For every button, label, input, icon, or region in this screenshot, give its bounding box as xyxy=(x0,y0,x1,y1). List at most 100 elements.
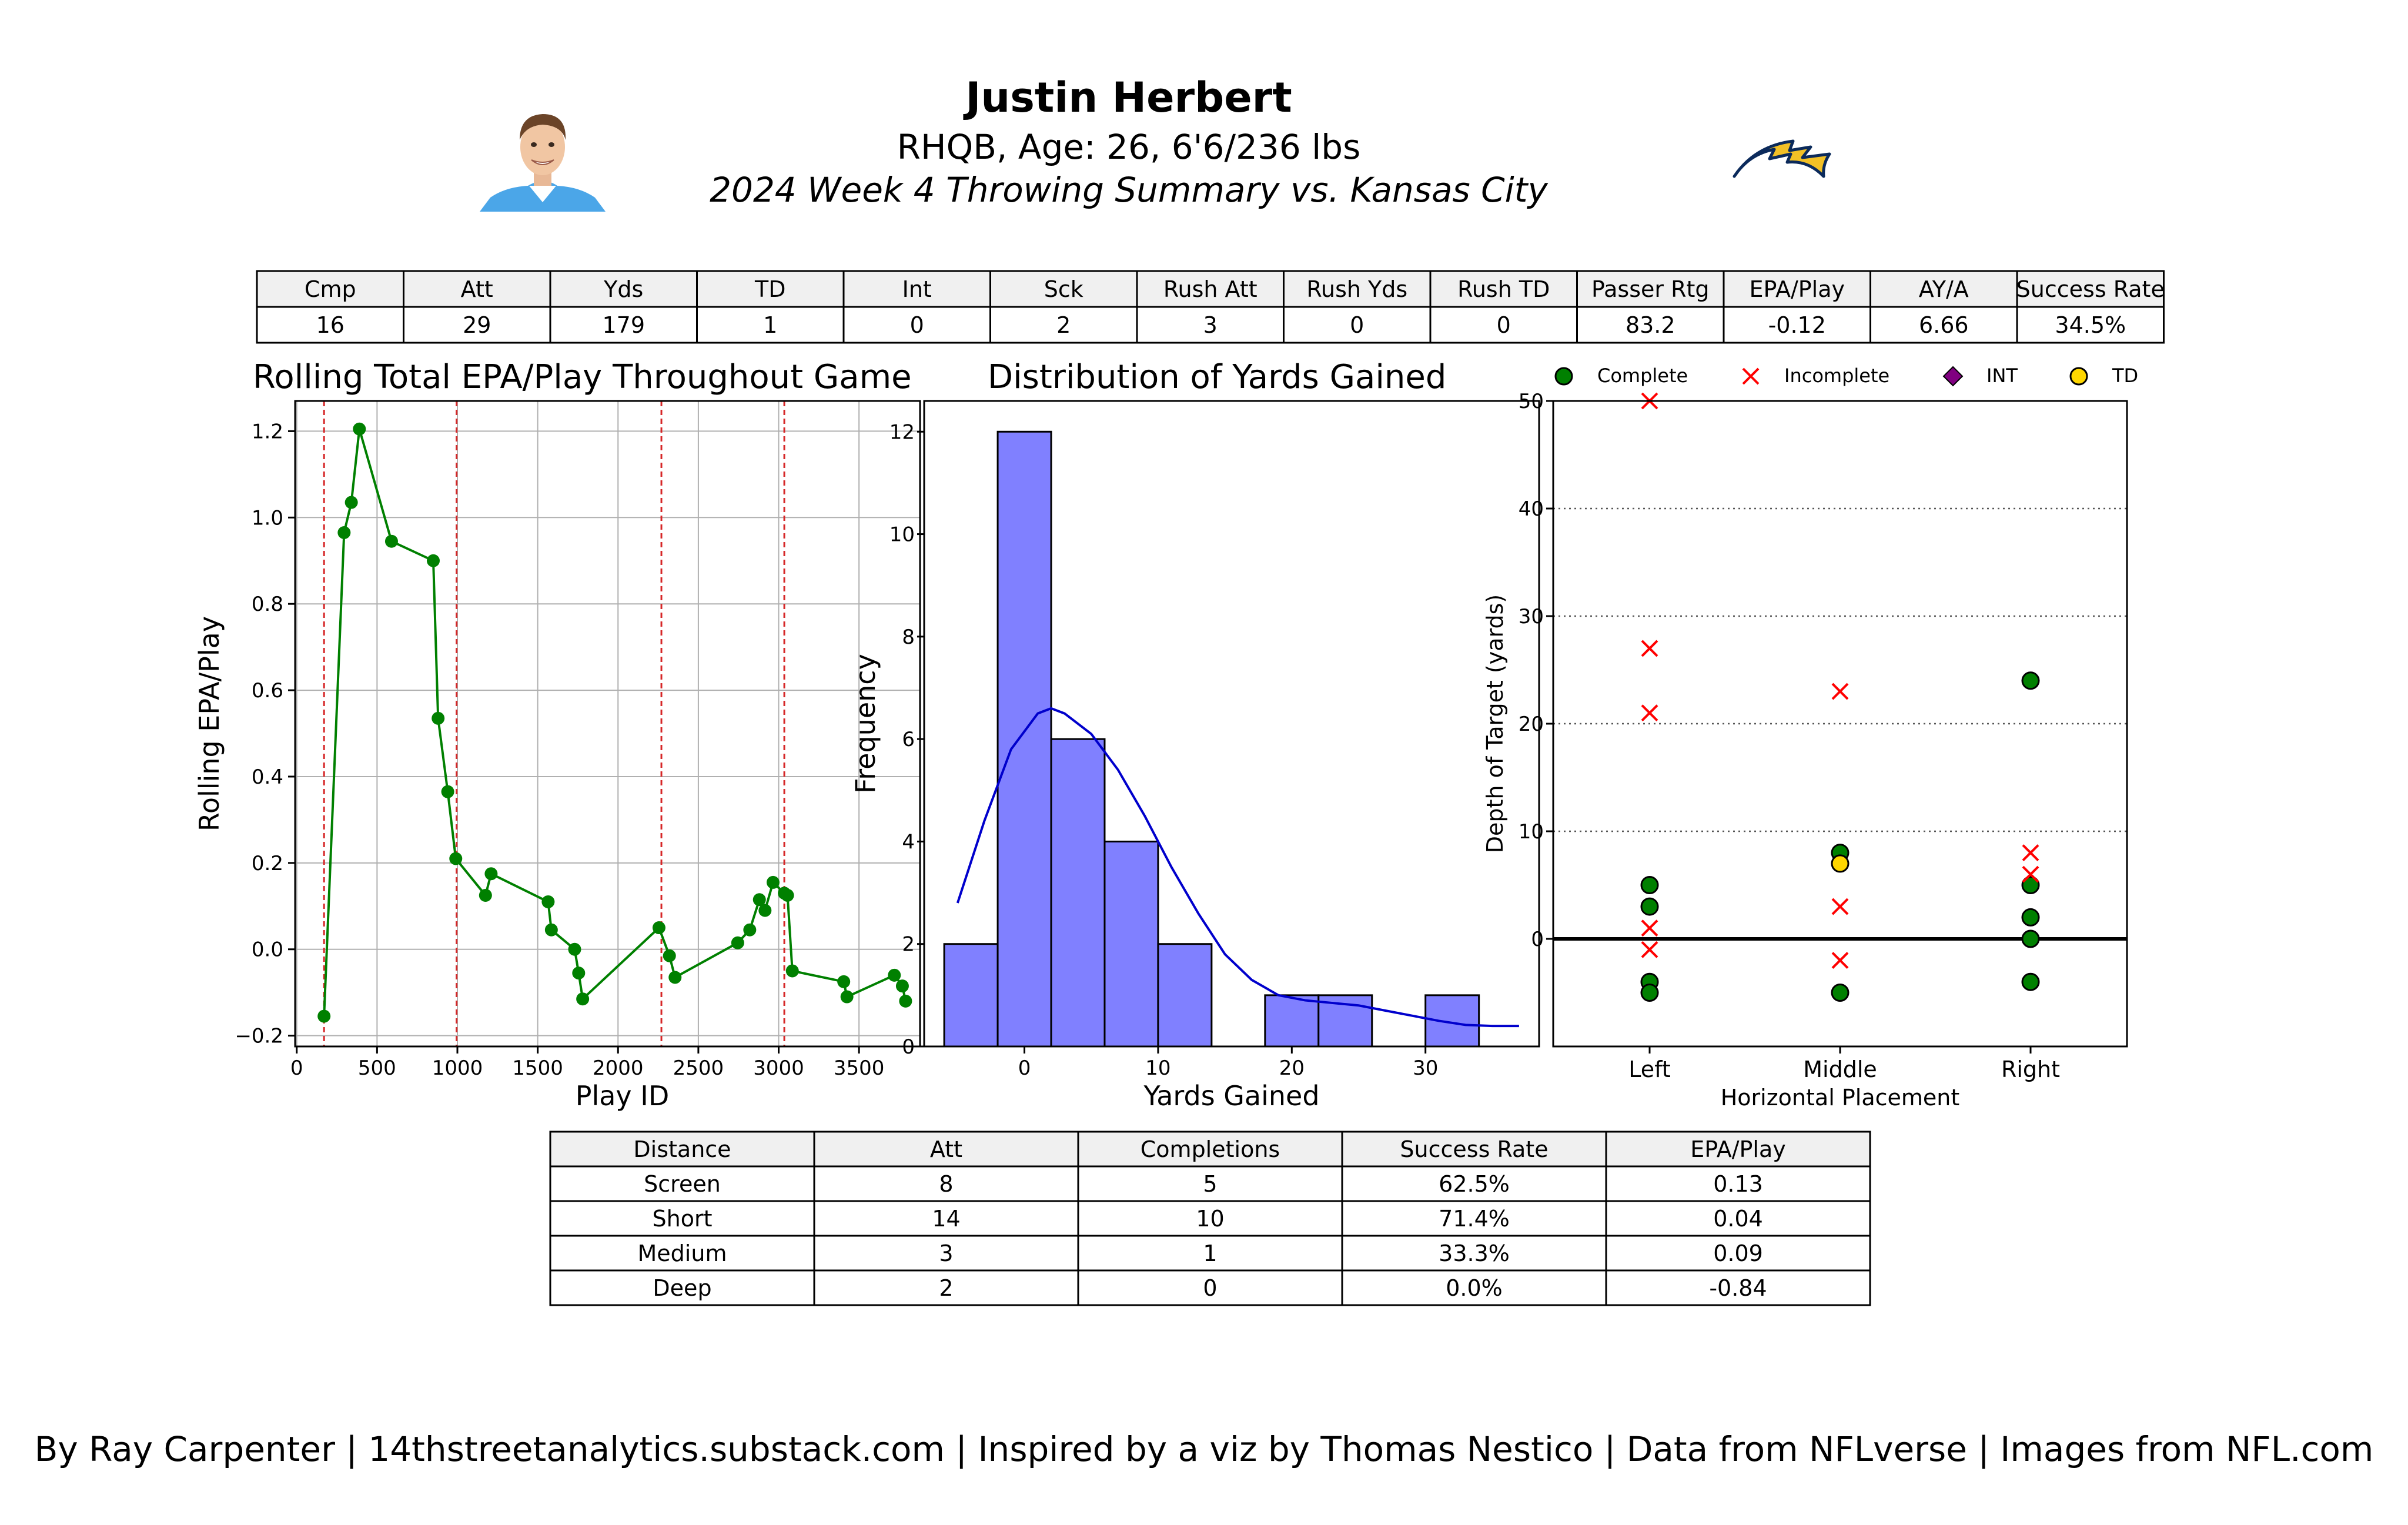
distance-cell xyxy=(1605,1235,1871,1272)
distance-cell xyxy=(549,1165,815,1202)
depth-x-axis-label: Horizontal Placement xyxy=(1721,1085,1960,1111)
stats-value-cell xyxy=(1723,306,1871,344)
stats-header-label: TD xyxy=(754,276,785,302)
legend-marker-complete xyxy=(1554,367,1573,386)
rolling-epa-chart: 0 500 1000 1500 2000 2500 3000 3500 −0.2 0.0 0.2 0.… xyxy=(193,358,921,1112)
stats-value: 0 xyxy=(1497,312,1511,338)
legend-marker-int xyxy=(1942,366,1964,387)
epa-point xyxy=(781,888,794,902)
stats-header-cell xyxy=(1869,270,2018,308)
distance-cell xyxy=(1605,1269,1871,1306)
epa-point xyxy=(895,979,909,993)
distance-cell xyxy=(1605,1165,1871,1202)
game-summary: 2024 Week 4 Throwing Summary vs. Kansas … xyxy=(710,170,1548,210)
stats-value: 179 xyxy=(602,312,645,338)
stats-header-label: Sck xyxy=(1044,276,1083,302)
epa-xtick-label: 1500 xyxy=(512,1056,563,1080)
team-logo xyxy=(1733,139,1831,178)
epa-point xyxy=(353,422,366,436)
epa-point xyxy=(766,875,780,889)
yards-x-axis-label: Yards Gained xyxy=(1143,1080,1319,1112)
stats-header-label: Rush TD xyxy=(1457,276,1550,302)
complete-marker xyxy=(1640,984,1659,1002)
epa-point xyxy=(731,936,744,949)
epa-ytick-label: 0.4 xyxy=(252,765,283,789)
yards-xtick-label: 10 xyxy=(1145,1056,1170,1080)
yards-chart-title: Distribution of Yards Gained xyxy=(988,358,1446,396)
epa-chart-title: Rolling Total EPA/Play Throughout Game xyxy=(253,358,912,396)
complete-marker xyxy=(2021,929,2040,948)
depth-ytick-label: 10 xyxy=(1519,820,1544,844)
distance-cell-value: 2 xyxy=(939,1275,953,1301)
epa-point xyxy=(743,923,757,937)
epa-y-axis-label: Rolling EPA/Play xyxy=(193,616,225,831)
distance-cell xyxy=(549,1235,815,1272)
yards-ytick-label: 4 xyxy=(902,830,915,854)
player-name: Justin Herbert xyxy=(963,73,1292,122)
epa-point xyxy=(345,496,358,509)
complete-marker xyxy=(2021,876,2040,894)
epa-xtick-label: 3000 xyxy=(753,1056,804,1080)
epa-point xyxy=(432,711,445,725)
epa-point xyxy=(568,942,581,956)
epa-point xyxy=(541,895,555,908)
header: Justin Herbert RHQB, Age: 26, 6'6/236 lb… xyxy=(710,73,1548,210)
distance-cell-value: 5 xyxy=(1203,1171,1217,1197)
depth-xtick-label: Left xyxy=(1628,1056,1671,1082)
epa-ytick-label: −0.2 xyxy=(235,1025,283,1048)
stats-header-label: Rush Att xyxy=(1163,276,1257,302)
distance-header-label: Success Rate xyxy=(1400,1136,1548,1162)
depth-ytick-label: 40 xyxy=(1519,497,1544,521)
epa-point xyxy=(837,975,851,988)
legend-label-td: TD xyxy=(2112,364,2138,387)
epa-series-line xyxy=(323,429,907,1016)
stats-value-cell xyxy=(1136,306,1285,344)
distance-cell-value: 10 xyxy=(1196,1206,1224,1232)
epa-point xyxy=(479,888,492,902)
epa-point xyxy=(337,526,351,540)
complete-marker xyxy=(2021,908,2040,927)
distance-cell-value: Screen xyxy=(644,1171,721,1197)
distance-cell-value: Short xyxy=(653,1206,713,1232)
distance-cell xyxy=(1341,1235,1607,1272)
histogram-bar xyxy=(996,430,1052,1048)
depth-xtick-label: Middle xyxy=(1803,1056,1877,1082)
histogram-bar xyxy=(943,943,999,1048)
epa-ytick-label: 1.0 xyxy=(252,506,283,530)
incomplete-marker xyxy=(2022,865,2039,883)
stats-header-label: Att xyxy=(461,276,493,302)
stats-value: 34.5% xyxy=(2055,312,2126,338)
epa-ytick-label: 1.2 xyxy=(252,420,283,443)
stats-header-label: AY/A xyxy=(1919,276,1969,302)
epa-x-axis-label: Play ID xyxy=(576,1080,670,1112)
distance-cell-value: 0 xyxy=(1203,1275,1217,1301)
stats-header-label: Passer Rtg xyxy=(1591,276,1710,302)
stats-table: Cmp 16 Att 29 Yds 179 TD 1 Int 0 Sck 2 Rush Att 3 Rush… xyxy=(256,270,2165,344)
distance-cell-value: 62.5% xyxy=(1439,1171,1510,1197)
epa-point xyxy=(576,992,590,1006)
legend-label-incomplete: Incomplete xyxy=(1784,364,1889,387)
stats-value: 3 xyxy=(1203,312,1218,338)
distance-cell-value: 33.3% xyxy=(1439,1240,1510,1266)
player-bio: RHQB, Age: 26, 6'6/236 lbs xyxy=(897,127,1361,167)
histogram-bar xyxy=(1050,738,1106,1048)
yards-xtick-label: 30 xyxy=(1413,1056,1438,1080)
epa-xtick-label: 500 xyxy=(358,1056,396,1080)
distance-cell-value: 0.0% xyxy=(1446,1275,1503,1301)
epa-point xyxy=(484,867,498,881)
stats-header-cell xyxy=(1576,270,1725,308)
epa-point xyxy=(668,971,682,984)
incomplete-marker xyxy=(1641,941,1658,958)
epa-xtick-label: 3500 xyxy=(834,1056,885,1080)
distance-cell-value: 0.13 xyxy=(1713,1171,1763,1197)
kde-curve xyxy=(956,707,1519,1028)
epa-xtick-label: 2000 xyxy=(593,1056,644,1080)
histogram-bar xyxy=(1264,994,1320,1048)
stats-value-cell xyxy=(696,306,845,344)
stats-value-cell xyxy=(842,306,991,344)
histogram-bar xyxy=(1157,943,1213,1048)
stats-value: 2 xyxy=(1056,312,1071,338)
yards-plot-frame xyxy=(923,400,1540,1048)
incomplete-marker xyxy=(1831,683,1849,700)
